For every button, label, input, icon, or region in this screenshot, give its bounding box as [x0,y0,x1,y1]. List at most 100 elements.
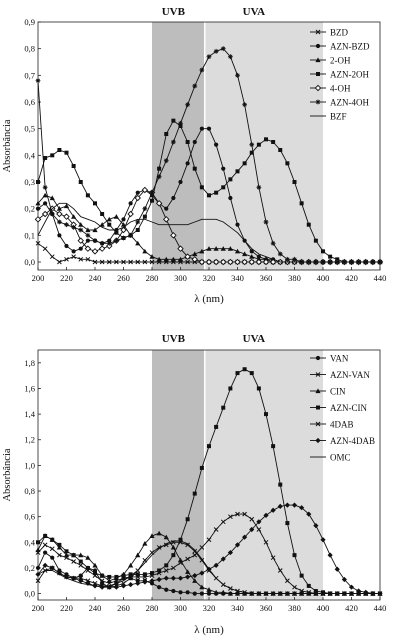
data-point [42,192,48,198]
data-point [227,549,233,556]
data-point [170,575,176,581]
data-point [56,210,63,218]
data-point [157,568,162,573]
y-tick-label: 0,6 [24,97,35,107]
x-tick-label: 280 [146,603,159,613]
data-point [49,546,55,552]
x-tick-label: 320 [203,273,216,283]
data-point [170,544,176,550]
data-point [249,249,254,254]
data-point [127,210,134,218]
data-point [321,249,325,254]
data-point [78,256,84,262]
x-tick-label: 340 [231,603,244,613]
data-point [71,559,76,564]
data-point [121,573,126,578]
data-point [178,124,183,128]
data-point [256,386,261,391]
data-point [43,533,48,538]
data-point [212,258,220,266]
data-point [114,259,119,265]
data-point [41,210,49,218]
x-tick-label: 320 [203,603,216,613]
data-point [292,553,297,558]
data-point [192,139,197,145]
data-point [135,219,141,225]
data-point [206,591,212,596]
data-point [249,142,255,148]
data-point [106,240,112,246]
data-point [178,120,183,126]
data-point [85,565,90,570]
data-point [100,573,105,578]
data-point [306,583,311,588]
data-point [128,572,133,577]
region-uvb [152,22,205,270]
data-point [213,589,219,595]
data-point [263,512,269,518]
data-point [170,139,176,145]
data-point [284,502,290,508]
data-point [106,216,112,222]
data-point [206,587,212,592]
chart-top: UVB UVA 200 220 240 260 280 300 320 340 360 380 400 4… [2,6,386,305]
legend-label: BZF [330,112,347,122]
y-axis-label: Absorbância [2,119,13,172]
data-point [149,533,155,538]
data-point [50,537,55,542]
data-point [34,216,42,223]
data-point [277,503,283,510]
data-point [185,569,191,574]
data-point [85,193,90,198]
data-point [213,562,219,568]
data-point [328,254,333,259]
data-point [171,195,176,201]
series-bzf [37,202,380,263]
data-point [56,570,62,576]
x-tick-label: 360 [260,603,273,613]
data-point [206,126,212,131]
data-point [227,54,233,60]
data-point [36,540,40,545]
data-point [150,198,154,203]
region-label-uva: UVA [243,333,265,345]
data-point [71,575,77,581]
data-point [43,550,48,555]
y-tick-label: 0,3 [24,177,35,187]
data-point [35,547,41,553]
legend-marker [315,437,321,444]
data-point [57,233,62,238]
data-point [135,552,141,558]
data-point [220,46,226,52]
data-point [262,258,270,266]
data-point [42,184,48,190]
data-point [114,574,119,579]
data-point [235,222,240,227]
data-point [228,195,233,201]
data-point [199,185,204,190]
x-tick-label: 220 [60,273,73,283]
data-point [363,589,369,595]
data-point [185,102,191,108]
series-omc [37,540,380,595]
data-point [264,412,268,417]
data-point [214,142,219,147]
data-point [177,557,184,563]
data-point [191,256,198,263]
region-uva [204,22,323,270]
data-point [35,206,41,211]
data-point [64,222,69,228]
data-point [42,562,48,568]
data-point [163,575,169,581]
data-point [43,156,48,160]
data-point [228,514,233,520]
data-point [106,242,113,250]
region-uva [204,350,323,600]
data-point [221,405,226,410]
data-point [199,465,204,470]
data-point [199,584,205,590]
legend-label: VAN [330,354,349,364]
legend-label: AZN-VAN [330,370,370,380]
data-point [78,563,84,568]
chart-bottom: UVB UVA 200 220 240 260 280 300 320 340 360 380 400 4… [2,333,386,636]
